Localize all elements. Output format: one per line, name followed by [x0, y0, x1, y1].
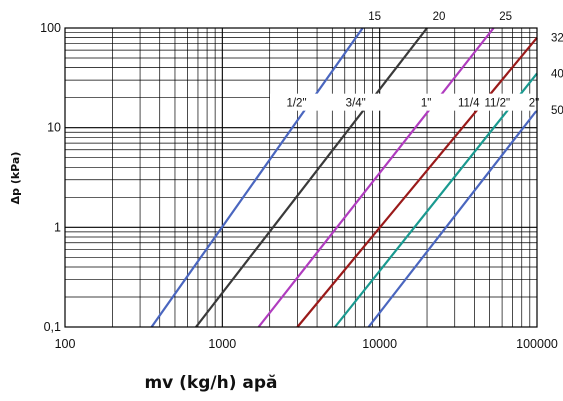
series-dn-label: 32: [551, 33, 563, 45]
y-axis-label: Δp (kPa): [9, 152, 22, 205]
x-tick-label: 100000: [516, 337, 558, 351]
x-axis-label: mv (kg/h) apă: [144, 373, 277, 393]
y-tick-label: 100: [40, 21, 61, 35]
series-dn-labels: 15 20 25 32 40 50: [368, 11, 563, 117]
series-dn-label: 15: [368, 11, 381, 23]
plot-frame: [64, 27, 538, 328]
grid: [65, 28, 537, 327]
series-dn-label: 50: [551, 105, 563, 117]
series-lines: [150, 27, 538, 328]
series-line-dn32: [296, 36, 538, 328]
series-inch-label: 1/2": [286, 98, 306, 110]
series-inch-label: 1": [421, 98, 431, 110]
x-tick-labels: 100 1000 10000 100000: [55, 337, 558, 351]
series-dn-label: 25: [499, 11, 512, 23]
series-inch-label: 3/4": [346, 98, 366, 110]
x-tick-label: 1000: [208, 337, 236, 351]
x-tick-label: 100: [55, 337, 76, 351]
series-line-dn20: [195, 27, 428, 328]
series-dn-label: 20: [433, 11, 446, 23]
label-band-bg: [270, 93, 537, 111]
series-line-dn25: [257, 27, 495, 328]
x-tick-label: 10000: [362, 337, 397, 351]
y-tick-label: 1: [54, 220, 61, 234]
label-band: [270, 93, 537, 111]
series-inch-labels: 1/2" 3/4" 1" 11/4 11/2" 2": [286, 98, 539, 110]
series-dn-label: 40: [551, 68, 563, 80]
y-tick-label: 0,1: [44, 320, 61, 334]
series-line-dn40: [334, 72, 538, 328]
series-line-dn15: [150, 27, 364, 328]
series-line-dn50: [367, 109, 538, 328]
series-inch-label: 11/2": [484, 98, 510, 110]
y-tick-labels: 0,1 1 10 100: [40, 21, 61, 334]
series-inch-label: 11/4: [458, 98, 480, 110]
series-inch-label: 2": [529, 98, 539, 110]
y-tick-label: 10: [47, 121, 61, 135]
